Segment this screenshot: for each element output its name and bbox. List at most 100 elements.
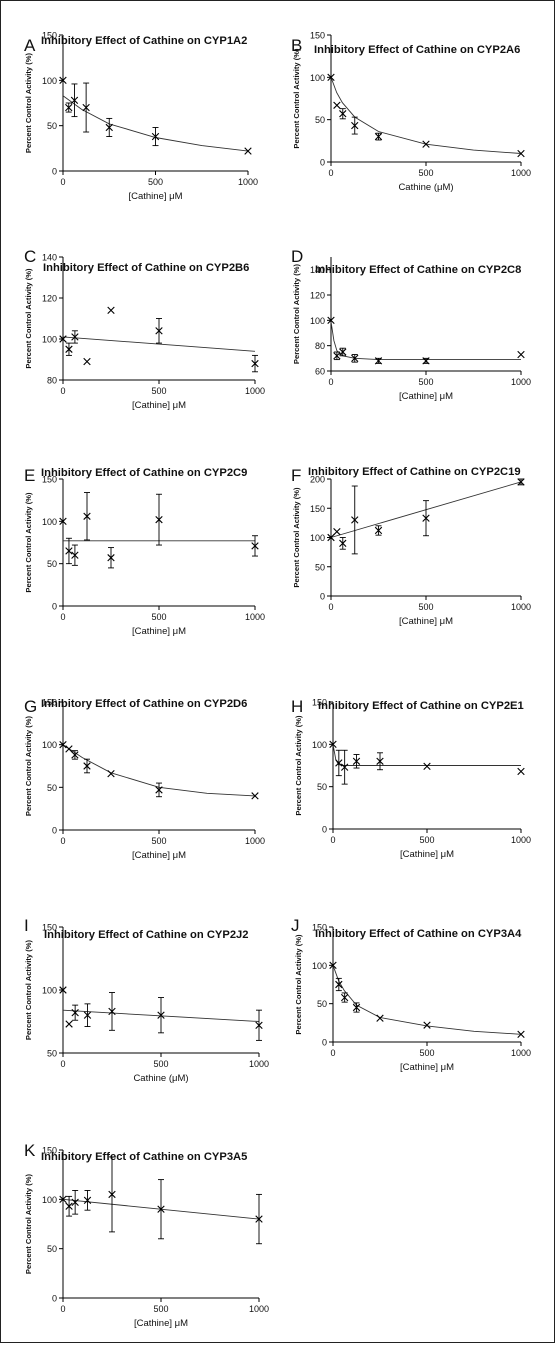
y-tick-label: 80 [47,376,57,386]
data-point [351,354,359,363]
data-point [339,110,347,118]
fit-curve [62,336,256,352]
panel-a: A Inhibitory Effect of Cathine on CYP1A2 0… [24,31,258,203]
data-point [65,745,73,753]
y-tick-label: 100 [42,740,57,750]
data-point [107,769,115,778]
data-point [71,1198,79,1206]
y-tick-label: 80 [315,341,325,351]
data-point [108,1190,116,1199]
panel-c: C Inhibitory Effect of Cathine on CYP2B6 8… [24,247,265,411]
x-axis-label: [Cathine] μM [400,849,454,860]
y-tick-label: 50 [47,1244,57,1254]
x-tick-label: 500 [151,386,166,396]
data-point [255,1021,263,1029]
y-axis-label: Percent Control Activity (%) [24,715,33,816]
y-tick-label: 100 [42,76,57,86]
x-tick-label: 1000 [511,168,531,178]
panel-j: J Inhibitory Effect of Cathine on CYP3A4 0… [291,916,531,1073]
data-point [157,1011,165,1019]
y-tick-label: 50 [47,121,57,131]
y-tick-label: 150 [42,31,57,41]
y-tick-label: 0 [320,158,325,168]
y-axis-label: Percent Control Activity (%) [24,939,33,1040]
panel-b: B Inhibitory Effect of Cathine on CYP2A6 0… [291,31,531,194]
x-axis-label: Cathine (μM) [398,182,453,193]
x-tick-label: 1000 [249,1059,269,1069]
data-point [251,792,259,800]
data-point [255,1215,263,1223]
y-tick-label: 50 [315,115,325,125]
fit-curve [62,95,249,152]
y-axis-label: Percent Control Activity (%) [292,487,301,588]
y-tick-label: 50 [47,559,57,569]
y-tick-label: 0 [52,1294,57,1304]
y-tick-label: 0 [322,825,327,835]
panel-letter: G [24,697,37,716]
data-point [65,345,73,353]
data-point [376,1014,384,1022]
data-point [327,73,335,82]
x-tick-label: 0 [60,836,65,846]
panel-letter: B [291,36,302,55]
x-tick-label: 0 [330,835,335,845]
data-point [71,333,79,341]
data-point [83,512,91,520]
x-tick-label: 0 [328,377,333,387]
data-point [374,526,383,535]
y-axis-label: Percent Control Activity (%) [24,268,33,369]
y-tick-label: 140 [42,253,57,263]
data-point [157,1205,165,1213]
x-tick-label: 500 [418,377,433,387]
y-tick-label: 150 [312,698,327,708]
data-point [374,132,383,141]
y-tick-label: 0 [52,602,57,612]
data-point [335,980,343,989]
chart-title: Inhibitory Effect of Cathine on CYP2C8 [315,264,521,276]
data-point [71,1008,79,1017]
chart-title: Inhibitory Effect of Cathine on CYP2E1 [318,700,524,712]
panel-k: K Inhibitory Effect of Cathine on CYP3A5 0… [24,1141,269,1329]
chart-title: Inhibitory Effect of Cathine on CYP2A6 [314,44,520,56]
y-tick-label: 140 [310,265,325,275]
x-tick-label: 1000 [245,612,265,622]
fit-curve [330,321,521,361]
y-tick-label: 0 [52,167,57,177]
x-tick-label: 1000 [245,386,265,396]
data-point [327,316,335,325]
x-tick-label: 0 [328,602,333,612]
data-point [83,1011,92,1019]
data-point [423,1021,431,1029]
y-tick-label: 0 [320,592,325,602]
data-point [108,1007,116,1016]
data-point [105,123,113,132]
y-tick-label: 100 [42,1195,57,1205]
fit-curve [332,965,522,1035]
y-tick-label: 100 [42,335,57,345]
data-point [151,132,160,141]
data-point [352,757,361,765]
y-tick-label: 100 [42,517,57,527]
chart-title: Inhibitory Effect of Cathine on CYP2J2 [44,929,249,941]
data-point [59,517,67,526]
y-tick-label: 200 [310,475,325,485]
panel-h: H Inhibitory Effect of Cathine on CYP2E1 0… [291,697,531,860]
y-tick-label: 50 [47,783,57,793]
panel-i: I Inhibitory Effect of Cathine on CYP2J2 5… [24,916,269,1084]
x-tick-label: 0 [60,177,65,187]
x-axis-label: [Cathine] μM [132,850,186,861]
panel-letter: E [24,466,35,485]
panel-f: F Inhibitory Effect of Cathine on CYP2C19… [291,466,531,627]
data-point [422,514,430,522]
y-tick-label: 150 [42,1146,57,1156]
data-point [329,740,337,749]
data-point [517,350,525,359]
data-point [376,757,384,765]
chart-title: Inhibitory Effect of Cathine on CYP2C19 [308,466,521,478]
data-point [340,763,349,771]
data-point [517,1030,525,1039]
x-tick-label: 1000 [511,602,531,612]
y-tick-label: 100 [312,961,327,971]
data-point [327,533,335,542]
